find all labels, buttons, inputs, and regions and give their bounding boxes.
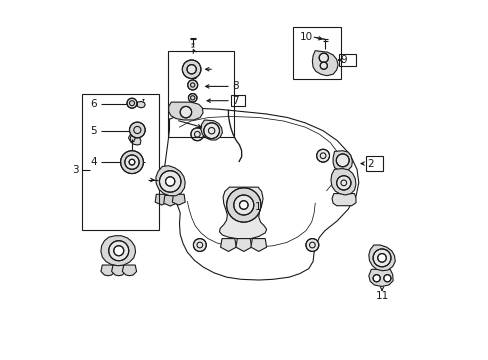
Circle shape bbox=[377, 253, 386, 262]
Polygon shape bbox=[137, 102, 145, 108]
Bar bbox=[167, 51, 233, 137]
Circle shape bbox=[165, 177, 175, 186]
Circle shape bbox=[203, 123, 219, 139]
Circle shape bbox=[336, 176, 350, 190]
Circle shape bbox=[129, 122, 145, 138]
Circle shape bbox=[124, 155, 139, 169]
Circle shape bbox=[239, 201, 247, 209]
Circle shape bbox=[186, 64, 196, 74]
Circle shape bbox=[188, 94, 197, 102]
Circle shape bbox=[159, 171, 181, 192]
Polygon shape bbox=[201, 120, 222, 140]
Circle shape bbox=[372, 249, 390, 267]
Circle shape bbox=[233, 195, 253, 215]
Polygon shape bbox=[368, 269, 392, 287]
Polygon shape bbox=[250, 239, 266, 251]
Circle shape bbox=[182, 60, 201, 78]
Circle shape bbox=[336, 154, 348, 167]
Circle shape bbox=[316, 149, 329, 162]
Bar bbox=[365, 157, 382, 171]
Circle shape bbox=[127, 98, 137, 108]
Text: 3: 3 bbox=[72, 165, 79, 175]
Polygon shape bbox=[101, 236, 135, 266]
Circle shape bbox=[114, 246, 123, 256]
Polygon shape bbox=[235, 239, 251, 251]
Bar bbox=[292, 27, 340, 79]
Text: 7: 7 bbox=[231, 96, 238, 106]
Bar bbox=[82, 94, 159, 230]
Text: 9: 9 bbox=[340, 55, 346, 65]
Polygon shape bbox=[312, 51, 337, 76]
Polygon shape bbox=[172, 194, 185, 205]
Polygon shape bbox=[168, 102, 203, 120]
Polygon shape bbox=[331, 194, 355, 206]
Polygon shape bbox=[219, 187, 266, 239]
Circle shape bbox=[320, 62, 326, 69]
Polygon shape bbox=[332, 151, 352, 171]
Circle shape bbox=[180, 107, 191, 118]
Polygon shape bbox=[368, 245, 394, 271]
Circle shape bbox=[305, 239, 318, 251]
Polygon shape bbox=[155, 194, 168, 205]
Circle shape bbox=[129, 159, 135, 165]
Text: 5: 5 bbox=[90, 126, 97, 136]
Text: 11: 11 bbox=[375, 291, 388, 301]
Polygon shape bbox=[156, 166, 185, 196]
Circle shape bbox=[121, 151, 143, 174]
Circle shape bbox=[193, 239, 206, 251]
Text: 8: 8 bbox=[231, 81, 238, 91]
Circle shape bbox=[108, 241, 128, 261]
Circle shape bbox=[372, 275, 380, 282]
Polygon shape bbox=[122, 265, 136, 276]
Circle shape bbox=[319, 53, 328, 63]
Text: 6: 6 bbox=[90, 99, 97, 109]
Polygon shape bbox=[111, 265, 125, 276]
Polygon shape bbox=[220, 239, 236, 251]
Circle shape bbox=[187, 80, 197, 90]
Text: 2: 2 bbox=[366, 158, 373, 168]
Bar bbox=[338, 54, 355, 66]
Text: 1: 1 bbox=[254, 202, 261, 212]
Polygon shape bbox=[101, 265, 115, 276]
Circle shape bbox=[190, 128, 203, 141]
Polygon shape bbox=[130, 134, 141, 145]
Circle shape bbox=[226, 188, 261, 222]
Text: 4: 4 bbox=[90, 157, 97, 167]
Polygon shape bbox=[330, 168, 355, 195]
Circle shape bbox=[383, 275, 390, 282]
Bar bbox=[230, 95, 244, 107]
Text: 10: 10 bbox=[299, 32, 312, 42]
Polygon shape bbox=[163, 195, 176, 206]
